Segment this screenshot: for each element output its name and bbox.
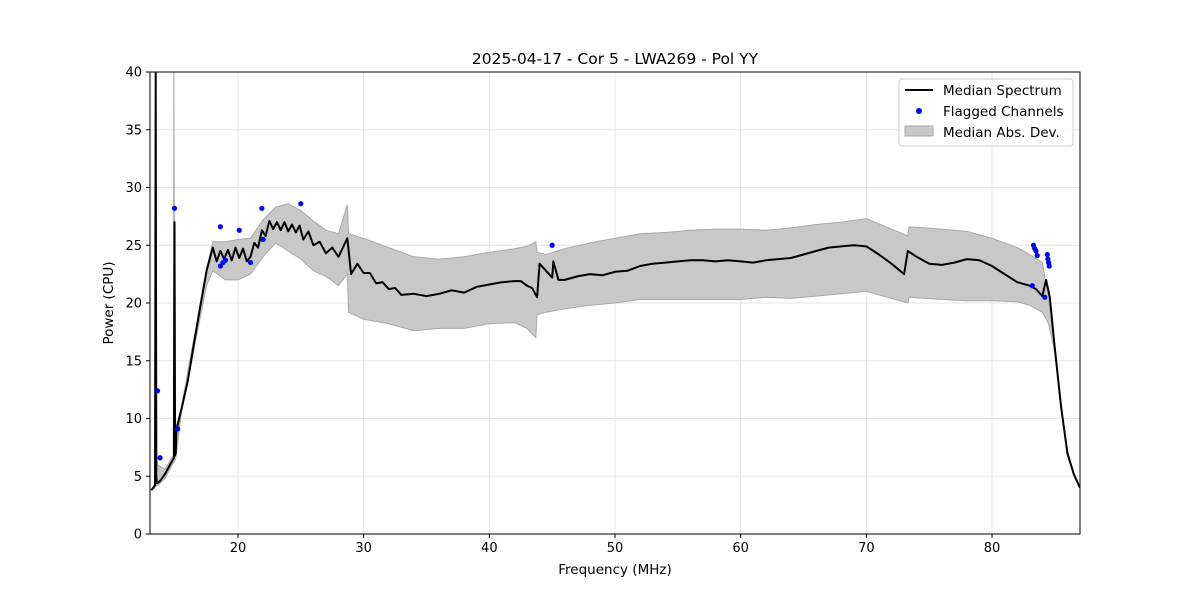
y-tick-label: 20: [125, 297, 142, 312]
plot-area: [150, 72, 1080, 492]
flagged-channel-point: [549, 242, 555, 248]
flagged-channel-point: [222, 257, 229, 263]
x-tick-label: 20: [230, 541, 247, 556]
y-tick-label: 15: [125, 354, 142, 369]
x-tick-label: 40: [481, 541, 498, 556]
flagged-channel-point: [1044, 251, 1050, 258]
x-tick-label: 50: [607, 541, 624, 556]
flagged-channel-point: [260, 236, 266, 243]
flagged-channel-point: [1046, 263, 1052, 269]
y-tick-label: 10: [125, 412, 142, 427]
median-spectrum-line: [150, 72, 1080, 491]
y-tick-label: 35: [125, 123, 142, 138]
x-tick-label: 70: [858, 541, 875, 556]
y-tick-label: 25: [125, 239, 142, 254]
y-tick-label: 5: [134, 470, 142, 485]
flagged-channel-point: [298, 201, 304, 207]
x-axis-label: Frequency (MHz): [558, 562, 671, 578]
y-axis-label: Power (CPU): [101, 261, 117, 344]
median-abs-dev-band: [150, 72, 1080, 492]
flagged-channel-point: [259, 205, 265, 211]
flagged-channel-point: [154, 388, 161, 394]
x-tick-label: 60: [732, 541, 749, 556]
flagged-channel-point: [157, 455, 163, 461]
x-axis-ticks: 20 30 40 50 60 70 80: [230, 534, 1001, 556]
legend-box: [898, 78, 1074, 147]
legend-band-label: Median Abs. Dev.: [943, 125, 1060, 141]
y-tick-label: 0: [134, 528, 142, 543]
flagged-channel-point: [236, 227, 242, 233]
legend-flagged-marker-swatch: [916, 108, 922, 114]
chart-title: 2025-04-17 - Cor 5 - LWA269 - Pol YY: [472, 50, 759, 68]
x-tick-label: 80: [984, 541, 1001, 556]
legend-median-label: Median Spectrum: [943, 83, 1062, 99]
y-tick-label: 40: [125, 66, 142, 81]
flagged-channel-point: [1029, 283, 1035, 289]
flagged-channels: [154, 201, 1052, 461]
y-axis-ticks: 0 5 10 15 20 25 30 35 40: [125, 66, 150, 543]
y-tick-label: 30: [125, 181, 142, 196]
x-tick-label: 30: [355, 541, 372, 556]
flagged-channel-point: [1042, 294, 1048, 300]
flagged-channel-point: [1034, 253, 1040, 259]
flagged-channel-point: [171, 205, 178, 211]
flagged-channel-point: [1033, 248, 1039, 254]
flagged-channel-point: [175, 426, 181, 432]
flagged-channel-point: [247, 259, 254, 266]
legend-band-swatch: [904, 125, 934, 137]
flagged-channel-point: [217, 224, 223, 230]
legend: Median Spectrum Flagged Channels Median …: [898, 78, 1074, 147]
legend-flagged-label: Flagged Channels: [943, 104, 1064, 120]
